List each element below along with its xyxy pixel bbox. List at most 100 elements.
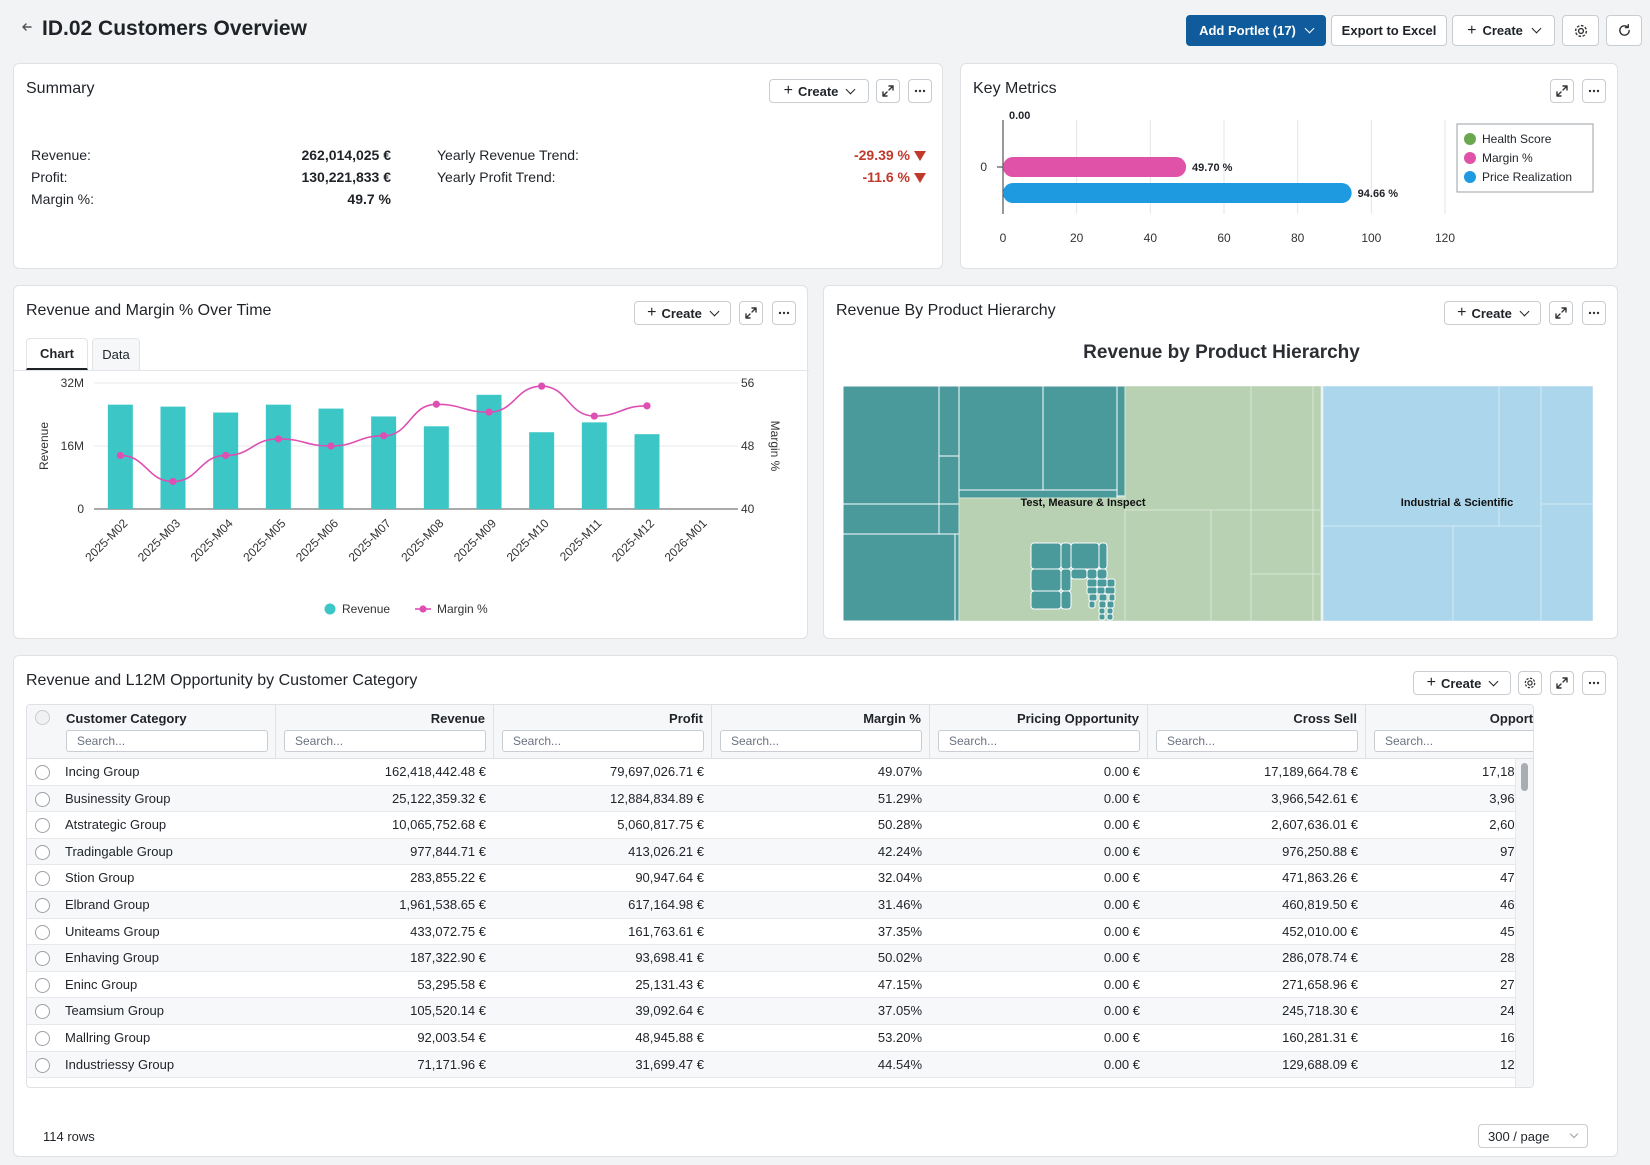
column-header[interactable]: Customer Category Search...: [27, 705, 276, 759]
y-tick-label: 16M: [61, 439, 84, 453]
summary-expand-button[interactable]: [876, 79, 900, 103]
column-search-input[interactable]: Search...: [1156, 730, 1358, 752]
revenue-label: Revenue:: [31, 147, 91, 163]
profit-label: Profit:: [31, 169, 68, 185]
column-search-input[interactable]: Search...: [720, 730, 922, 752]
vertical-scrollbar[interactable]: [1515, 759, 1533, 1087]
add-portlet-button[interactable]: Add Portlet (17): [1186, 15, 1326, 46]
expand-icon: [1556, 85, 1568, 97]
table-row[interactable]: Mallring Group 92,003.54 € 48,945.88 € 53.2…: [27, 1025, 1517, 1052]
product-hierarchy-create-button[interactable]: + Create: [1444, 301, 1541, 325]
table-cell: 25,122,359.32 €: [392, 790, 486, 806]
table-cell: 0.00 €: [1103, 950, 1140, 966]
column-header[interactable]: Cross Sell Search...: [1148, 705, 1366, 759]
row-select-radio[interactable]: [35, 898, 50, 913]
margin-point: [274, 435, 282, 443]
chevron-down-icon: [845, 84, 856, 94]
page-size-select[interactable]: 300 / page: [1478, 1124, 1588, 1148]
summary-more-button[interactable]: [908, 79, 932, 103]
treemap-tile: [958, 386, 1044, 491]
tab-chart[interactable]: Chart: [26, 338, 88, 370]
yearly-revenue-trend-number: -29.39 %: [853, 147, 910, 163]
table-row[interactable]: Atstrategic Group 10,065,752.68 € 5,060,81…: [27, 812, 1517, 839]
key-metrics-more-button[interactable]: [1582, 79, 1606, 103]
table-expand-button[interactable]: [1550, 671, 1574, 695]
data-label: 0.00: [1009, 110, 1030, 122]
treemap-title: Revenue by Product Hierarchy: [1083, 342, 1360, 363]
table-row[interactable]: Uniteams Group 433,072.75 € 161,763.61 € 37…: [27, 919, 1517, 946]
table-cell: 5,060,817.75 €: [617, 817, 704, 833]
column-search-input[interactable]: Search...: [284, 730, 486, 752]
treemap-tile: [1098, 607, 1106, 615]
key-metrics-expand-button[interactable]: [1550, 79, 1574, 103]
refresh-button[interactable]: [1606, 15, 1642, 46]
create-button[interactable]: + Create: [1452, 15, 1555, 46]
table-row[interactable]: Industriessy Group 71,171.96 € 31,699.47 €…: [27, 1051, 1517, 1079]
table-row[interactable]: Elbrand Group 1,961,538.65 € 617,164.98 € 3…: [27, 892, 1517, 919]
settings-button[interactable]: [1562, 15, 1599, 46]
column-search-input[interactable]: Search...: [66, 730, 268, 752]
column-search-input[interactable]: Search...: [1374, 730, 1533, 752]
column-header[interactable]: Revenue Search...: [276, 705, 494, 759]
table-row[interactable]: Stion Group 283,855.22 € 90,947.64 € 32.04%…: [27, 865, 1517, 892]
treemap-tile: [938, 386, 960, 457]
table-settings-button[interactable]: [1518, 671, 1542, 695]
column-header[interactable]: Pricing Opportunity Search...: [930, 705, 1148, 759]
x-tick-label: 2025-M04: [188, 516, 236, 564]
table-cell: 0.00 €: [1103, 1056, 1140, 1072]
row-select-radio[interactable]: [35, 844, 50, 860]
product-hierarchy-expand-button[interactable]: [1549, 301, 1573, 325]
table-row[interactable]: Teamsium Group 105,520.14 € 39,092.64 € 37.…: [27, 998, 1517, 1025]
expand-icon: [745, 307, 757, 319]
product-hierarchy-more-button[interactable]: [1582, 301, 1606, 325]
export-label: Export to Excel: [1341, 23, 1437, 38]
table-cell: 161,763.61 €: [628, 923, 704, 939]
table-more-button[interactable]: [1582, 671, 1606, 695]
table-create-button[interactable]: + Create: [1413, 671, 1511, 695]
row-select-radio[interactable]: [35, 871, 50, 887]
row-select-radio[interactable]: [35, 1057, 50, 1073]
row-select-radio[interactable]: [35, 1031, 50, 1046]
y-tick-label: 0: [77, 502, 84, 516]
table-cell: 129,688.09 €: [1500, 1056, 1517, 1072]
row-select-radio[interactable]: [35, 791, 50, 807]
table-row[interactable]: Incing Group 162,418,442.48 € 79,697,026.7…: [27, 759, 1517, 786]
row-select-radio[interactable]: [35, 818, 50, 834]
tab-data[interactable]: Data: [92, 338, 140, 370]
table-cell: 17,189,664.78 €: [1264, 764, 1358, 779]
row-select-radio[interactable]: [35, 924, 50, 940]
scrollbar-thumb[interactable]: [1521, 763, 1528, 791]
table-cell: 92,003.54 €: [417, 1030, 486, 1045]
table-row[interactable]: Eninc Group 53,295.58 € 25,131.43 € 47.15% 0…: [27, 972, 1517, 999]
revenue-margin-title: Revenue and Margin % Over Time: [26, 302, 272, 319]
treemap-tile: [1098, 600, 1107, 609]
column-header[interactable]: Profit Search...: [494, 705, 712, 759]
row-select-radio[interactable]: [35, 951, 50, 967]
revenue-bar: [423, 426, 449, 509]
table-row[interactable]: Enhaving Group 187,322.90 € 93,698.41 € 50.…: [27, 945, 1517, 972]
table-cell: 2,607,636.01 €: [1271, 817, 1358, 833]
treemap-tile: [1042, 386, 1118, 491]
table-cell: 271,658.96 €: [1500, 976, 1517, 992]
table-row[interactable]: Businessity Group 25,122,359.32 € 12,884,8…: [27, 785, 1517, 813]
revenue-margin-create-button[interactable]: + Create: [634, 301, 731, 325]
column-search-input[interactable]: Search...: [502, 730, 704, 752]
row-select-radio[interactable]: [35, 977, 50, 993]
table-cell: 286,078.74 €: [1282, 950, 1358, 966]
table-cell: 31,699.47 €: [635, 1056, 704, 1072]
summary-create-button[interactable]: + Create: [769, 79, 869, 103]
column-header[interactable]: Opportunities Search...: [1366, 705, 1533, 759]
revenue-margin-expand-button[interactable]: [739, 301, 763, 325]
table-cell: 93,698.41 €: [635, 950, 704, 966]
column-search-input[interactable]: Search...: [938, 730, 1140, 752]
table-row[interactable]: Tradingable Group 977,844.71 € 413,026.21 …: [27, 838, 1517, 866]
select-all-radio[interactable]: [35, 710, 50, 725]
row-select-radio[interactable]: [35, 1004, 50, 1020]
table-cell: 44.54%: [877, 1056, 922, 1072]
back-arrow-icon[interactable]: [20, 20, 34, 34]
export-excel-button[interactable]: Export to Excel: [1331, 15, 1447, 46]
revenue-margin-more-button[interactable]: [772, 301, 796, 325]
treemap-tile: [1108, 593, 1116, 602]
row-select-radio[interactable]: [35, 765, 50, 780]
column-header[interactable]: Margin % Search...: [712, 705, 930, 759]
